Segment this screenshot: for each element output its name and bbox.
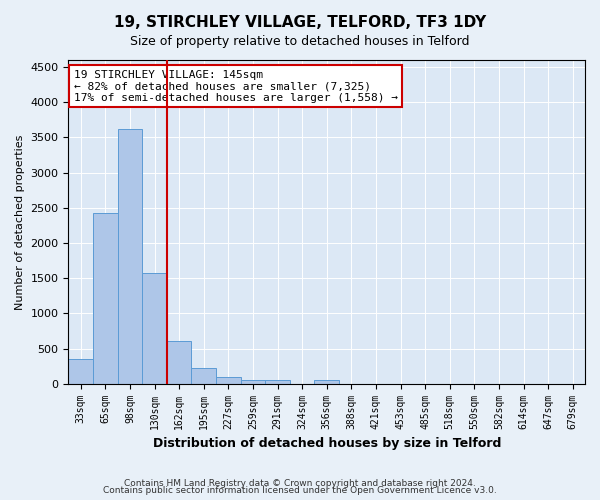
Bar: [191, 368, 216, 384]
Bar: [142, 273, 167, 384]
Bar: [216, 376, 241, 384]
Y-axis label: Number of detached properties: Number of detached properties: [15, 134, 25, 310]
Bar: [68, 359, 93, 384]
Text: 19 STIRCHLEY VILLAGE: 145sqm
← 82% of detached houses are smaller (7,325)
17% of: 19 STIRCHLEY VILLAGE: 145sqm ← 82% of de…: [74, 70, 398, 103]
Text: Contains public sector information licensed under the Open Government Licence v3: Contains public sector information licen…: [103, 486, 497, 495]
Bar: [265, 380, 290, 384]
Text: Contains HM Land Registry data © Crown copyright and database right 2024.: Contains HM Land Registry data © Crown c…: [124, 478, 476, 488]
Text: Size of property relative to detached houses in Telford: Size of property relative to detached ho…: [130, 35, 470, 48]
Text: 19, STIRCHLEY VILLAGE, TELFORD, TF3 1DY: 19, STIRCHLEY VILLAGE, TELFORD, TF3 1DY: [114, 15, 486, 30]
Bar: [93, 214, 118, 384]
Bar: [167, 341, 191, 384]
X-axis label: Distribution of detached houses by size in Telford: Distribution of detached houses by size …: [152, 437, 501, 450]
Bar: [314, 380, 339, 384]
Bar: [241, 380, 265, 384]
Bar: [118, 129, 142, 384]
